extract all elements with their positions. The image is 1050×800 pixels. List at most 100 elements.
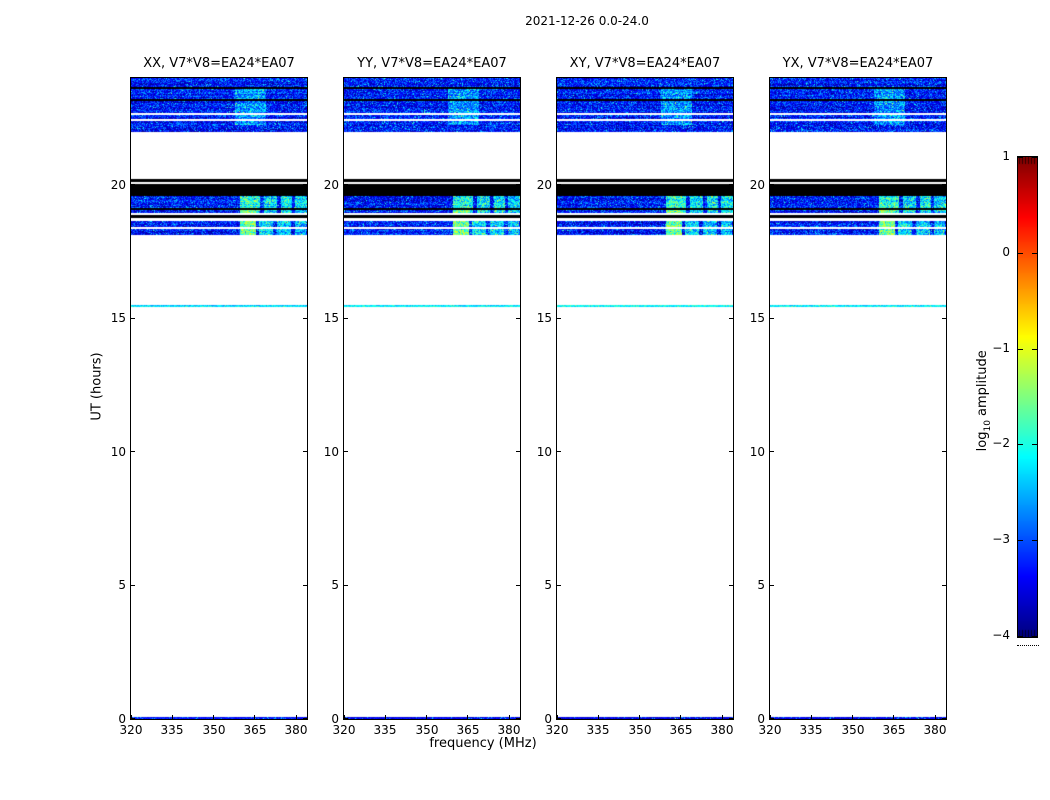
colorbar-tick-right [1032,157,1037,158]
y-tick-label: 10 [110,445,126,459]
spectrogram-xy [557,78,733,719]
y-tick-mark-right [942,317,946,319]
x-tick-mark [893,715,895,719]
y-axis-label: UT (hours) [89,352,105,421]
colorbar-label-subscript: 10 [982,420,993,432]
x-tick-label: 350 [628,723,652,737]
y-tick-mark-right [729,585,733,586]
y-tick-label: 15 [749,311,765,325]
y-tick-mark-right [942,184,946,186]
x-tick-label: 380 [710,723,734,737]
x-axis-label: frequency (MHz) [429,736,537,751]
x-tick-label: 380 [284,723,308,737]
x-tick-mark [597,715,599,719]
colorbar-label-suffix: amplitude [975,350,991,421]
y-tick-mark-right [729,718,733,719]
x-tick-label: 320 [119,723,143,737]
panel-xx [130,77,308,720]
y-tick-mark-left [770,451,774,453]
y-tick-label: 10 [749,445,765,459]
colorbar-tick-right [1032,636,1037,637]
colorbar-tick-left [1018,444,1023,446]
x-tick-label: 335 [586,723,610,737]
x-tick-mark [721,715,723,719]
colorbar-tick-label: 0 [1002,245,1010,259]
y-tick-mark-left [770,317,774,319]
x-tick-label: 365 [669,723,693,737]
panel-yx [769,77,947,720]
y-tick-mark-right [516,184,520,186]
colorbar-axis-label: log10 amplitude [975,331,993,471]
panel-xy [556,77,734,720]
y-tick-mark-left [557,585,561,586]
y-tick-label: 20 [323,178,339,192]
colorbar-tick-right [1032,252,1037,254]
y-tick-label: 20 [536,178,552,192]
colorbar-tick-label: −4 [992,628,1010,642]
x-tick-mark [213,715,214,719]
y-tick-label: 15 [110,311,126,325]
colorbar-gradient [1018,157,1037,637]
panel-yy [343,77,521,720]
x-tick-label: 365 [243,723,267,737]
x-tick-label: 365 [882,723,906,737]
x-tick-label: 350 [415,723,439,737]
y-tick-label: 5 [331,578,339,592]
x-tick-mark [680,715,682,719]
colorbar-tick-label: 1 [1002,149,1010,163]
colorbar-tick-label: −3 [992,532,1010,546]
x-tick-label: 365 [456,723,480,737]
x-tick-mark [934,715,936,719]
colorbar-tick-left [1018,348,1023,350]
y-tick-mark-right [516,718,520,719]
y-tick-mark-right [516,451,520,453]
panel-title-yx: YX, V7*V8=EA24*EA07 [782,56,934,71]
y-tick-mark-right [303,317,307,319]
panel-title-xy: XY, V7*V8=EA24*EA07 [569,56,721,71]
x-tick-label: 320 [758,723,782,737]
y-tick-mark-left [344,184,348,186]
y-tick-label: 15 [536,311,552,325]
y-tick-mark-right [942,585,946,586]
y-tick-mark-left [344,585,348,586]
y-tick-mark-left [131,184,135,186]
x-tick-label: 350 [202,723,226,737]
colorbar-tick-label: −2 [992,436,1010,450]
y-tick-mark-right [303,585,307,586]
colorbar-tick-left [1018,252,1023,254]
y-tick-label: 20 [110,178,126,192]
spectrogram-xx [131,78,307,719]
y-tick-mark-left [131,718,135,719]
panel-title-xx: XX, V7*V8=EA24*EA07 [143,56,295,71]
colorbar-extend-dots [1017,645,1039,646]
x-tick-mark [769,715,771,719]
x-tick-label: 335 [373,723,397,737]
y-tick-mark-left [557,451,561,453]
y-tick-mark-left [131,317,135,319]
y-tick-label: 10 [536,445,552,459]
y-tick-label: 0 [331,712,339,726]
colorbar-label-prefix: log [975,431,991,452]
colorbar-tick-right [1032,540,1037,542]
colorbar-tick-left [1018,157,1023,158]
y-tick-label: 10 [323,445,339,459]
y-tick-label: 0 [544,712,552,726]
y-tick-mark-right [729,451,733,453]
y-tick-mark-right [942,718,946,719]
y-tick-label: 0 [118,712,126,726]
spectrogram-yx [770,78,946,719]
y-tick-mark-right [516,317,520,319]
y-tick-label: 5 [757,578,765,592]
x-tick-mark [639,715,640,719]
x-tick-mark [130,715,132,719]
x-tick-mark [810,715,812,719]
x-tick-label: 380 [497,723,521,737]
colorbar-tick-left [1018,636,1023,637]
x-tick-mark [426,715,427,719]
y-tick-mark-left [557,718,561,719]
y-tick-label: 5 [118,578,126,592]
y-tick-mark-left [344,451,348,453]
y-tick-mark-right [729,317,733,319]
x-tick-mark [508,715,510,719]
y-tick-label: 5 [544,578,552,592]
